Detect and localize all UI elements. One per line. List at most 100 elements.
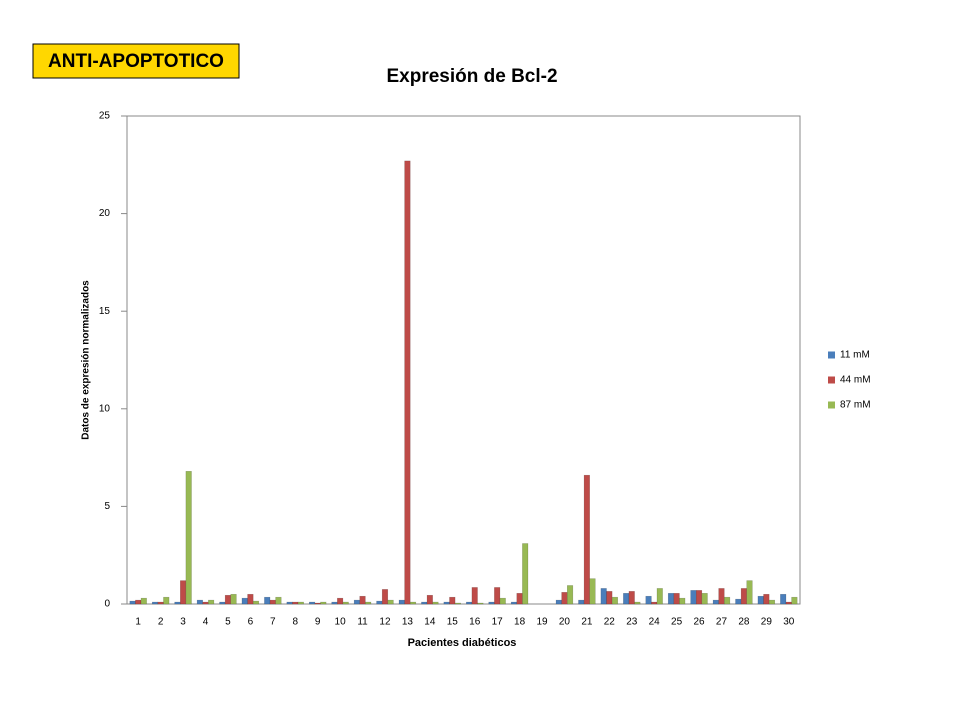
y-tick-label: 0 [104, 599, 110, 610]
bar [426, 594, 433, 605]
bar [740, 588, 747, 605]
bar [471, 587, 478, 605]
bar [488, 601, 495, 605]
y-tick-label: 15 [99, 306, 111, 317]
x-tick-label: 13 [402, 617, 414, 628]
bar [174, 601, 181, 605]
y-axis-label: Datos de expresión normalizados [81, 280, 92, 440]
bar [510, 601, 518, 605]
x-tick-label: 23 [626, 617, 638, 628]
bar [735, 598, 742, 605]
bar [454, 602, 461, 605]
x-tick-label: 26 [693, 617, 705, 628]
x-tick-label: 9 [315, 617, 321, 628]
bar [499, 597, 506, 605]
x-tick-label: 30 [783, 617, 795, 628]
x-tick-label: 7 [270, 617, 276, 628]
x-tick-label: 18 [514, 617, 526, 628]
annotation-box [32, 43, 240, 79]
x-tick-label: 20 [559, 617, 571, 628]
x-tick-label: 28 [738, 617, 750, 628]
x-tick-label: 24 [649, 617, 661, 628]
bar [163, 596, 170, 605]
x-tick-label: 21 [581, 617, 593, 628]
bar [443, 601, 450, 605]
bar [247, 593, 254, 605]
bar [297, 601, 304, 605]
y-tick-label: 25 [99, 111, 111, 122]
bar [185, 471, 192, 605]
bar [196, 599, 203, 605]
x-tick-label: 22 [604, 617, 616, 628]
bar [746, 580, 753, 605]
x-tick-label: 1 [135, 617, 141, 628]
chart-title: Expresión de Bcl-2 [386, 66, 557, 87]
bar [606, 591, 613, 605]
legend-label: 11 mM [840, 350, 870, 361]
bar [320, 601, 327, 605]
bar [202, 601, 209, 605]
bar [337, 597, 344, 605]
bar [690, 590, 697, 605]
legend-label: 44 mM [840, 375, 871, 386]
bar [623, 593, 630, 605]
annotation: ANTI-APOPTOTICO [48, 51, 224, 72]
x-tick-label: 11 [357, 617, 368, 628]
bar [381, 589, 389, 605]
x-tick-label: 14 [424, 617, 436, 628]
bar [780, 593, 787, 605]
x-tick-label: 16 [469, 617, 481, 628]
bar [140, 597, 147, 605]
bar [314, 602, 321, 605]
x-tick-label: 27 [716, 617, 728, 628]
x-tick-label: 19 [536, 617, 548, 628]
legend-swatch [828, 401, 835, 409]
bar [331, 601, 338, 605]
bar [712, 599, 719, 605]
bar [561, 592, 568, 605]
bar [600, 588, 607, 605]
bar [157, 601, 164, 605]
bar [656, 588, 663, 605]
x-tick-label: 6 [248, 617, 254, 628]
bar [763, 593, 770, 605]
bar [466, 601, 473, 605]
bar [264, 596, 271, 605]
bar [135, 599, 142, 605]
legend-swatch [828, 376, 835, 384]
x-tick-label: 10 [335, 617, 347, 628]
bar [589, 578, 596, 605]
x-tick-label: 17 [492, 617, 504, 628]
bar [292, 601, 299, 605]
bar [634, 601, 641, 605]
bar [578, 599, 585, 605]
bar [398, 599, 405, 605]
bar [219, 601, 226, 605]
bar [785, 601, 792, 605]
y-tick-label: 10 [99, 403, 111, 414]
bar [342, 601, 349, 605]
bar [611, 596, 618, 605]
bar [494, 587, 501, 605]
x-tick-label: 12 [379, 617, 391, 628]
bar [791, 596, 798, 605]
bar [555, 599, 562, 605]
bar [309, 601, 316, 605]
bar [516, 593, 523, 605]
bar [757, 595, 764, 605]
bar [673, 593, 680, 605]
x-tick-label: 25 [671, 617, 683, 628]
bar [768, 599, 776, 605]
bar [679, 597, 686, 605]
bar [376, 600, 383, 605]
x-tick-label: 15 [447, 617, 459, 628]
bar [667, 593, 675, 605]
bar [651, 601, 658, 605]
legend-label: 87 mM [840, 400, 871, 411]
y-tick-label: 5 [104, 501, 110, 512]
bar [230, 593, 237, 605]
bar [695, 590, 703, 605]
bar [359, 595, 366, 605]
bar [432, 601, 439, 605]
